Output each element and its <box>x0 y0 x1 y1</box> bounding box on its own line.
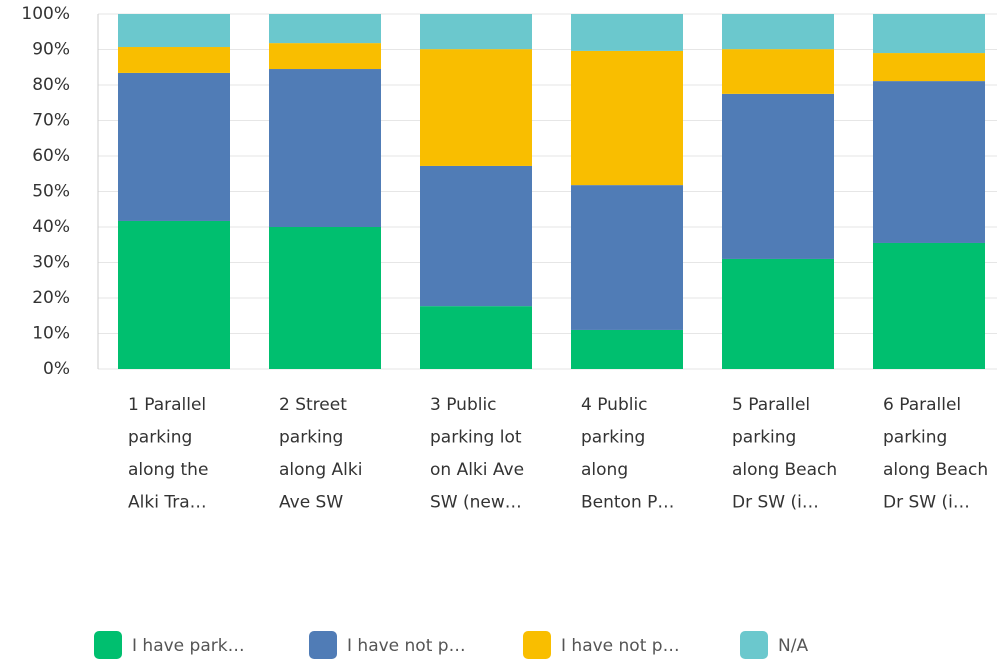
bar-segment <box>571 185 683 330</box>
legend-swatch <box>309 631 337 659</box>
legend-label: I have not p… <box>347 636 466 656</box>
y-tick-label: 50% <box>32 182 70 202</box>
y-tick-label: 80% <box>32 75 70 95</box>
bar-segment <box>722 49 834 94</box>
legend-label: I have not p… <box>561 636 680 656</box>
bar-segment <box>420 49 532 166</box>
bar-segment <box>873 81 985 243</box>
y-tick-label: 0% <box>43 359 70 379</box>
x-tick-label: 6 Parallel parking along Beach Dr SW (i… <box>883 395 988 513</box>
bar-segment <box>571 50 683 186</box>
legend-label: I have park… <box>132 636 245 656</box>
y-tick-label: 20% <box>32 288 70 308</box>
x-tick-label: 4 Public parking along Benton P… <box>581 395 674 513</box>
bar-segment <box>722 14 834 50</box>
bar-segment <box>873 242 985 369</box>
legend-swatch <box>740 631 768 659</box>
y-tick-label: 10% <box>32 324 70 344</box>
bar-segment <box>118 47 230 73</box>
legend-swatch <box>523 631 551 659</box>
bar-segment <box>873 14 985 54</box>
bar-segment <box>420 14 532 50</box>
bar-segment <box>571 329 683 369</box>
bar-segment <box>722 93 834 259</box>
bar-segment <box>269 43 381 70</box>
y-tick-label: 100% <box>21 4 70 24</box>
bar-segment <box>269 227 381 369</box>
y-tick-label: 60% <box>32 146 70 166</box>
x-tick-label: 5 Parallel parking along Beach Dr SW (i… <box>732 395 837 513</box>
bar-segment <box>269 69 381 228</box>
bar-segment <box>722 258 834 369</box>
legend-label: N/A <box>778 636 808 656</box>
bar-segment <box>873 53 985 82</box>
bar-segment <box>269 14 381 44</box>
y-tick-label: 70% <box>32 111 70 131</box>
x-tick-label: 3 Public parking lot on Alki Ave SW (new… <box>430 395 524 513</box>
y-tick-label: 90% <box>32 40 70 60</box>
legend-swatch <box>94 631 122 659</box>
bar-segment <box>118 220 230 369</box>
bar-segment <box>571 14 683 51</box>
bar-segment <box>118 14 230 48</box>
x-tick-label: 1 Parallel parking along the Alki Tra… <box>128 395 208 513</box>
bar-segment <box>420 306 532 369</box>
bar-segment <box>118 72 230 221</box>
bar-segment <box>420 165 532 307</box>
x-tick-label: 2 Street parking along Alki Ave SW <box>279 395 362 513</box>
y-tick-label: 40% <box>32 217 70 237</box>
y-tick-label: 30% <box>32 253 70 273</box>
